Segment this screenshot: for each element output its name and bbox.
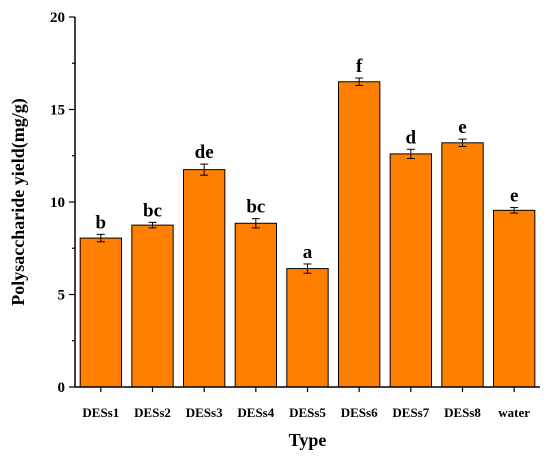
significance-label-DESs4: bc <box>246 197 265 218</box>
bar-DESs8 <box>441 142 484 388</box>
y-tick-label-10: 10 <box>50 195 65 211</box>
y-tick-label-15: 15 <box>50 103 65 119</box>
x-tick-label-DESs5: DESs5 <box>289 405 326 420</box>
error-bar-DESs8 <box>458 138 467 147</box>
error-bar-DESs7 <box>406 148 415 160</box>
y-tick-label-20: 20 <box>50 10 65 26</box>
x-ticks-layer: DESs1 DESs2 DESs3 DESs4 DESs5 DESs6 DESs7 DESs8… <box>82 387 530 420</box>
bar-DESs6 <box>338 81 381 388</box>
bar-DESs5 <box>286 268 329 388</box>
x-tick-label-DESs1: DESs1 <box>82 405 119 420</box>
error-bar-DESs5 <box>303 263 312 274</box>
x-tick-label-DESs7: DESs7 <box>392 405 429 420</box>
y-ticks-layer: 0 5 10 15 20 <box>50 10 75 396</box>
significance-label-DESs7: d <box>406 127 417 148</box>
significance-label-DESs3: de <box>195 142 214 163</box>
significance-label-water: e <box>510 186 518 207</box>
significance-label-DESs2: bc <box>143 200 162 221</box>
significance-label-DESs6: f <box>356 56 363 77</box>
significance-label-DESs8: e <box>458 117 466 138</box>
x-tick-label-DESs2: DESs2 <box>134 405 171 420</box>
bars-layer <box>79 81 536 388</box>
error-bars-layer <box>96 77 519 274</box>
y-tick-label-5: 5 <box>58 288 66 304</box>
x-axis-title: Type <box>289 430 327 450</box>
error-bar-water <box>510 207 519 214</box>
y-axis-title: Polysaccharide yield(mg/g) <box>8 98 29 305</box>
error-bar-DESs2 <box>148 221 157 229</box>
error-bar-DESs4 <box>251 218 260 229</box>
error-bar-DESs3 <box>200 163 209 176</box>
x-tick-label-DESs8: DESs8 <box>444 405 481 420</box>
significance-label-DESs5: a <box>303 242 313 263</box>
x-tick-label-DESs3: DESs3 <box>186 405 223 420</box>
y-tick-label-0: 0 <box>58 380 66 396</box>
x-tick-label-DESs4: DESs4 <box>237 405 274 420</box>
x-tick-label-DESs6: DESs6 <box>341 405 378 420</box>
bar-DESs1 <box>79 237 122 388</box>
bar-DESs3 <box>183 169 226 388</box>
error-bar-DESs6 <box>355 77 364 86</box>
bar-DESs2 <box>131 224 174 388</box>
x-tick-label-water: water <box>498 405 530 420</box>
bar-DESs7 <box>389 153 432 388</box>
significance-label-DESs1: b <box>96 212 107 233</box>
bar-water <box>493 209 536 388</box>
bar-DESs4 <box>234 222 278 388</box>
error-bar-DESs1 <box>96 233 105 243</box>
